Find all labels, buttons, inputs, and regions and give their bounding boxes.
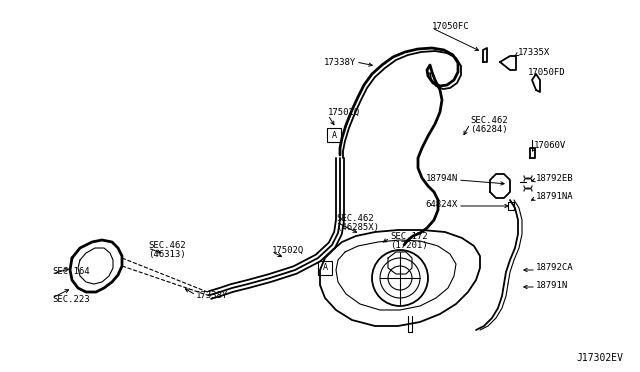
Text: 17338Y: 17338Y <box>324 58 356 67</box>
Text: SEC.462: SEC.462 <box>336 214 374 222</box>
Text: 18794N: 18794N <box>426 173 458 183</box>
FancyBboxPatch shape <box>318 261 332 275</box>
Text: 18792EB: 18792EB <box>536 173 573 183</box>
Text: SEC.462: SEC.462 <box>470 115 508 125</box>
Text: 18791NA: 18791NA <box>536 192 573 201</box>
Text: SEC.462: SEC.462 <box>148 241 186 250</box>
Text: 17060V: 17060V <box>534 141 566 150</box>
Text: 17050FD: 17050FD <box>528 67 566 77</box>
Text: 17502Q: 17502Q <box>272 246 304 254</box>
Text: 17502Q: 17502Q <box>328 108 360 116</box>
Text: (46285X): (46285X) <box>336 222 379 231</box>
Text: J17302EV: J17302EV <box>576 353 623 363</box>
FancyBboxPatch shape <box>327 128 341 142</box>
Text: 17335X: 17335X <box>518 48 550 57</box>
Text: SEC.172: SEC.172 <box>390 231 428 241</box>
Text: SEC.223: SEC.223 <box>52 295 90 305</box>
Text: A: A <box>332 131 337 140</box>
Text: (46313): (46313) <box>148 250 186 259</box>
Text: 18792CA: 18792CA <box>536 263 573 273</box>
Text: 17050FC: 17050FC <box>432 22 470 31</box>
Text: (17201): (17201) <box>390 241 428 250</box>
Text: (46284): (46284) <box>470 125 508 134</box>
Text: 17338Y: 17338Y <box>196 291 228 299</box>
Text: A: A <box>323 263 328 273</box>
Text: SEC.164: SEC.164 <box>52 267 90 276</box>
Text: 64824X: 64824X <box>426 199 458 208</box>
Text: 18791N: 18791N <box>536 280 568 289</box>
